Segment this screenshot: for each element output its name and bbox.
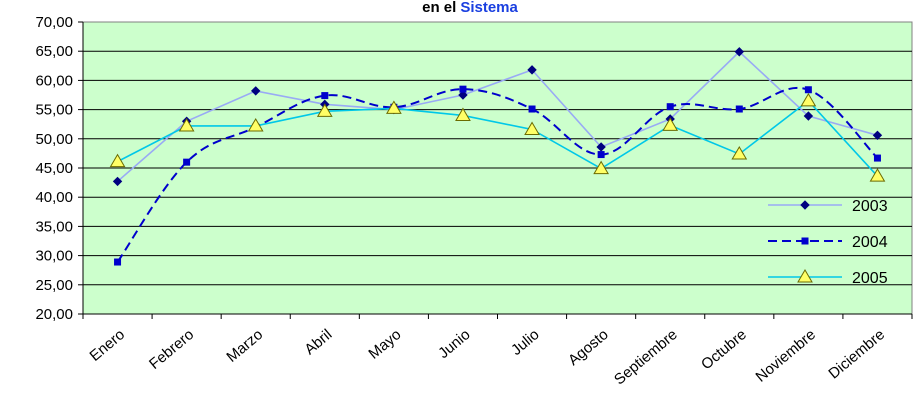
data-point-2005	[662, 117, 679, 131]
data-point-2003	[872, 130, 883, 141]
data-point-2005	[316, 103, 333, 117]
data-point-2005	[731, 145, 748, 160]
series-line-2003	[117, 50, 878, 183]
x-tick-label: Octubre	[698, 326, 750, 373]
y-axis-ticks: 20,00 25,00 30,00 35,00 40,00 45,00 50,00 55,00…	[35, 14, 83, 323]
data-point-2003	[734, 47, 744, 57]
x-tick-label: Marzo	[223, 326, 266, 366]
data-point-2004	[321, 92, 329, 100]
chart-title-part1: en el	[422, 0, 456, 16]
x-tick-label: Septiembre	[611, 326, 681, 388]
legend-marker	[797, 269, 813, 283]
data-point-2004	[597, 151, 605, 159]
y-tick-label: 35,00	[35, 218, 73, 235]
data-point-2004	[666, 103, 674, 111]
legend-entry-2005: 2005	[768, 269, 888, 287]
legend-label: 2005	[852, 270, 888, 287]
x-tick-label: Enero	[87, 326, 129, 365]
chart-title-part2: Sistema	[460, 0, 518, 16]
data-point-2005	[869, 168, 886, 182]
data-point-2004	[804, 86, 812, 94]
y-tick-label: 65,00	[35, 43, 73, 60]
x-tick-label: Junio	[435, 326, 473, 362]
data-point-2004	[873, 154, 881, 162]
data-point-2003	[251, 86, 261, 96]
x-tick-label: Agosto	[565, 326, 612, 369]
data-point-2004	[459, 85, 467, 93]
data-point-2003	[527, 65, 537, 75]
grid-lines	[83, 50, 912, 286]
series-line-2005	[117, 99, 879, 177]
series-group	[109, 47, 886, 266]
data-point-2005	[178, 117, 195, 132]
series-2005	[109, 92, 886, 182]
y-tick-label: 60,00	[35, 72, 73, 89]
x-tick-label: Abril	[301, 326, 335, 358]
y-tick-label: 25,00	[35, 277, 73, 294]
y-tick-label: 30,00	[35, 248, 73, 265]
data-point-2004	[114, 258, 122, 266]
data-point-2005	[593, 160, 609, 175]
data-point-2005	[800, 92, 817, 107]
data-point-2003	[803, 111, 814, 121]
x-tick-label: Diciembre	[825, 326, 888, 382]
legend: 2003 2004 2005	[768, 198, 888, 287]
legend-label: 2004	[852, 234, 888, 251]
y-tick-label: 20,00	[35, 306, 73, 323]
legend-entry-2003: 2003	[768, 198, 888, 215]
data-point-2005	[247, 117, 264, 132]
data-point-2003	[596, 142, 606, 152]
series-line-2004	[116, 87, 879, 263]
y-tick-label: 70,00	[35, 14, 73, 31]
data-point-2004	[528, 105, 536, 113]
data-point-2004	[183, 158, 191, 166]
data-point-2005	[109, 153, 126, 168]
x-tick-label: Mayo	[365, 326, 404, 363]
legend-marker	[800, 200, 810, 210]
data-point-2003	[458, 90, 468, 100]
data-point-2005	[455, 107, 471, 121]
x-axis-ticks: Enero Febrero Marzo Abril Mayo Junio Julio Agos…	[82, 314, 913, 388]
data-point-2004	[735, 105, 743, 113]
chart-title: en el Sistema	[422, 0, 518, 16]
x-tick-label: Noviembre	[752, 326, 818, 386]
data-point-2005	[386, 100, 402, 114]
y-tick-label: 40,00	[35, 189, 73, 206]
y-tick-label: 55,00	[35, 102, 73, 119]
x-tick-label: Febrero	[146, 326, 197, 373]
data-point-2003	[112, 176, 123, 187]
legend-label: 2003	[852, 198, 888, 215]
legend-entry-2004: 2004	[768, 234, 888, 251]
data-point-2005	[524, 121, 540, 135]
legend-marker	[801, 237, 809, 245]
y-tick-label: 50,00	[35, 131, 73, 148]
x-tick-label: Julio	[508, 326, 543, 359]
y-tick-label: 45,00	[35, 160, 73, 177]
